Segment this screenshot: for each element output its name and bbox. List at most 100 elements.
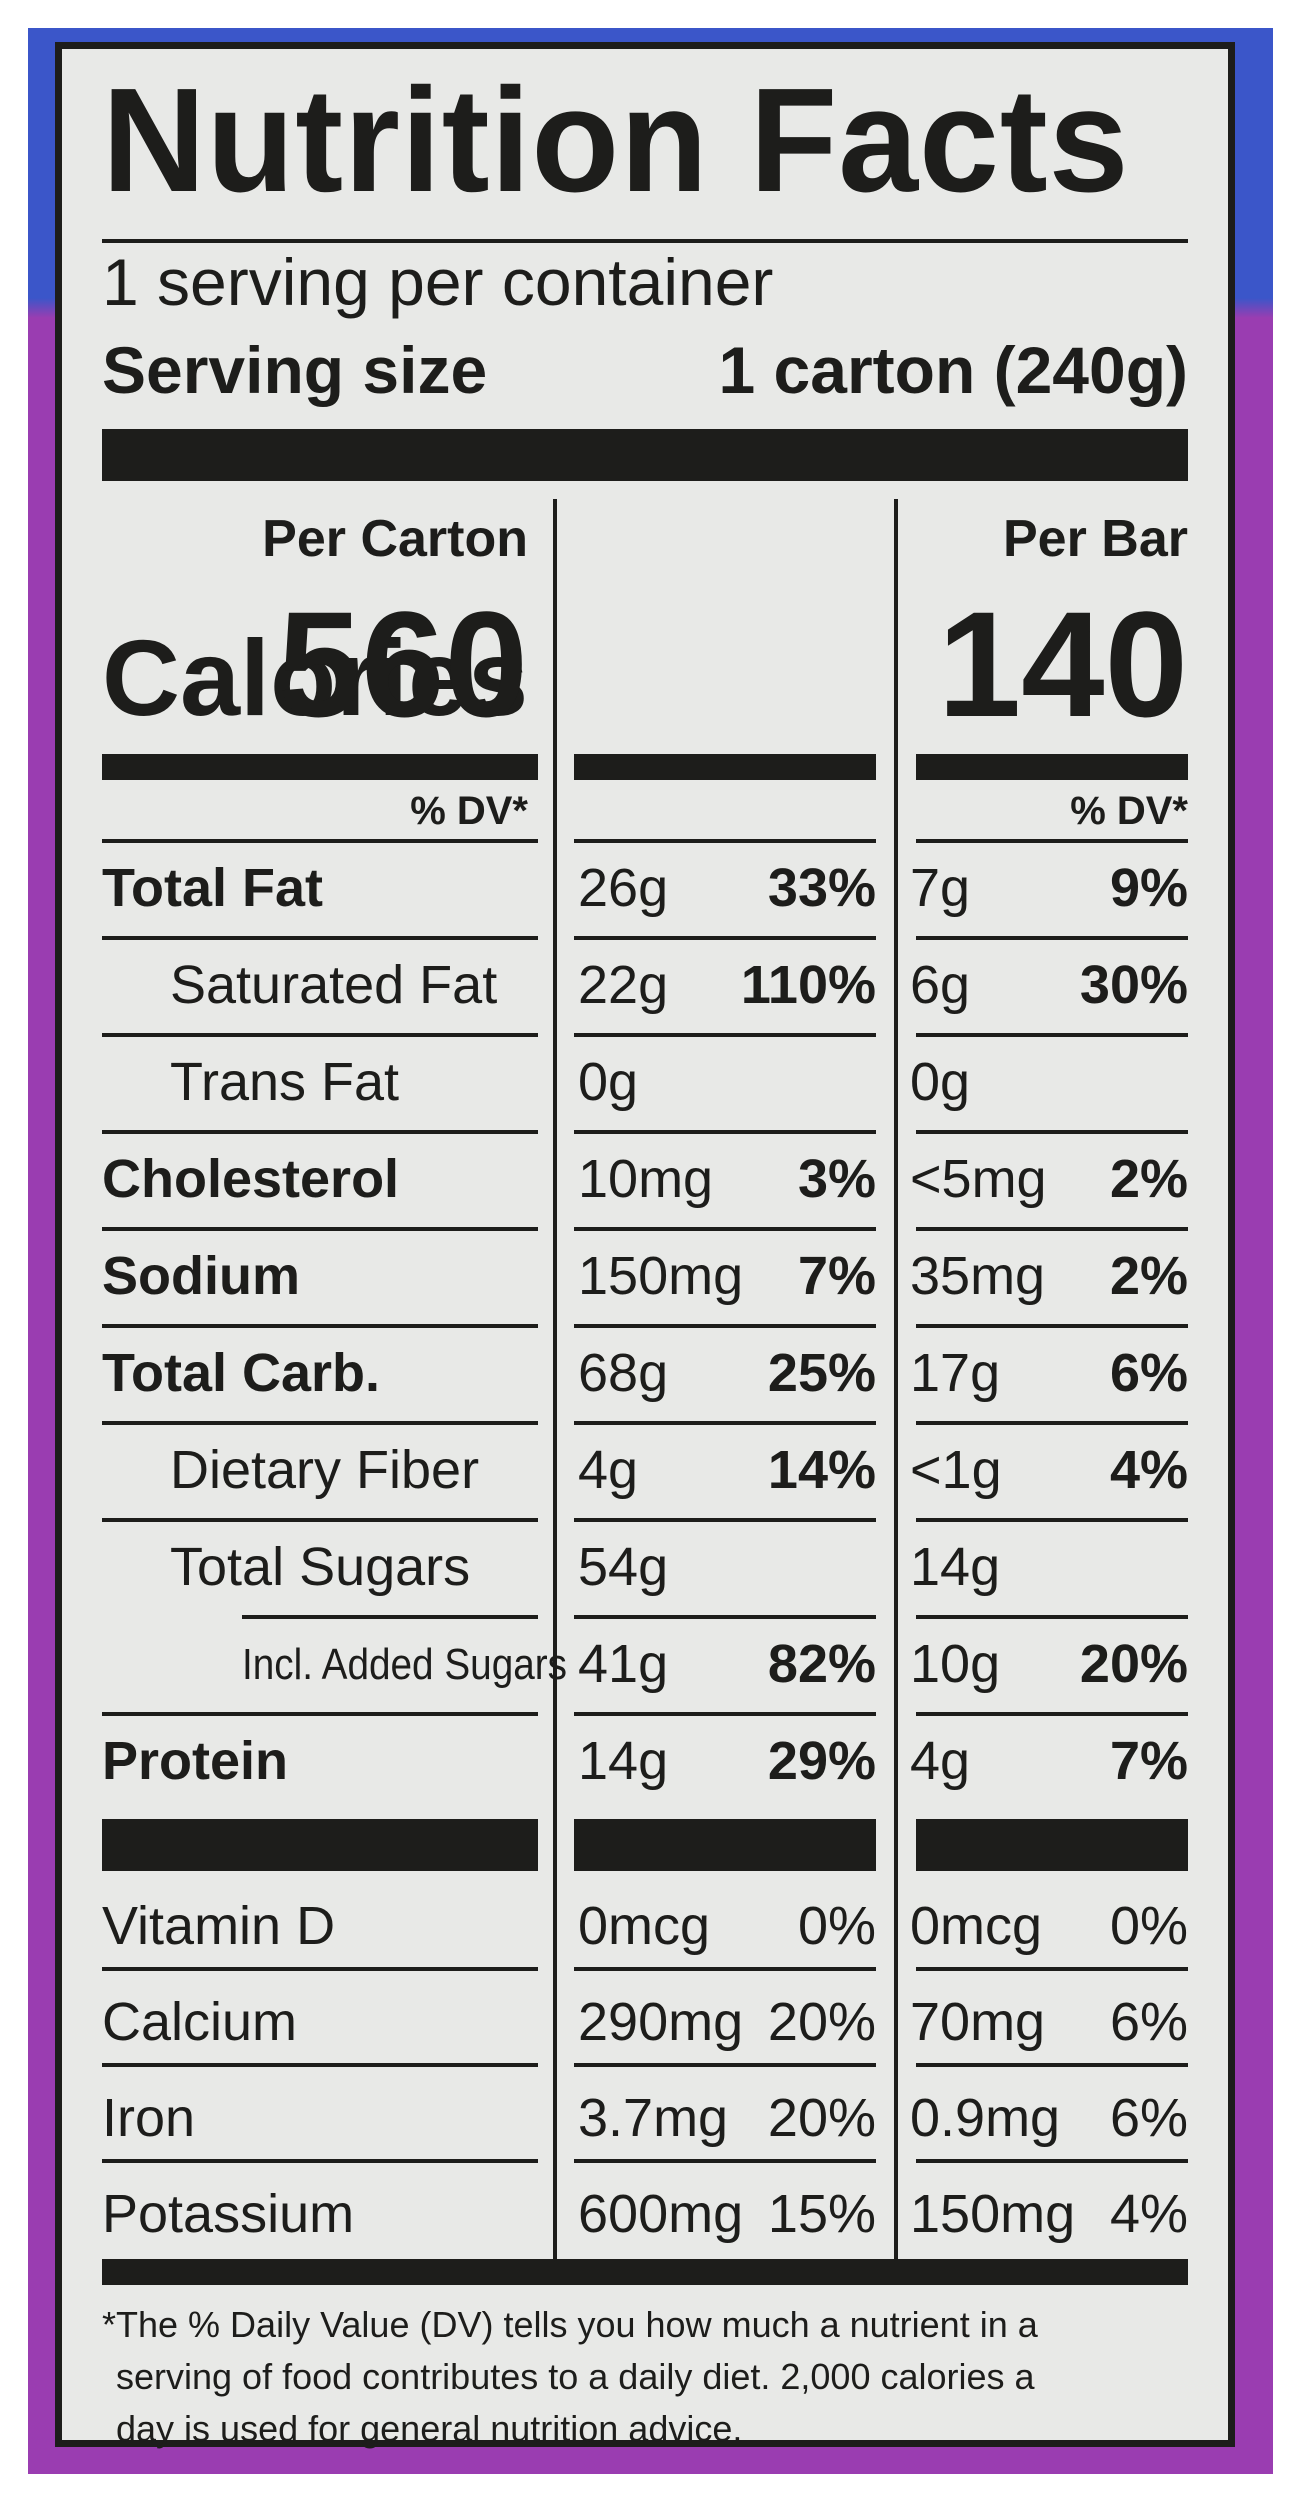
nutrient-amount-carton: 10mg xyxy=(578,1149,714,1209)
row-rule xyxy=(916,1227,1188,1231)
row-rule xyxy=(574,1227,876,1231)
vitamin-name: Calcium xyxy=(102,1992,298,2052)
row-rule xyxy=(574,1518,876,1522)
dv-header-bar: % DV* xyxy=(1070,789,1188,833)
column-header-carton: Per Carton xyxy=(262,510,528,568)
row-rule xyxy=(916,2159,1188,2163)
vitamin-amount-bar: 0.9mg xyxy=(910,2088,1061,2148)
vitamin-amount-carton: 290mg xyxy=(578,1992,744,2052)
calories-rule-bar xyxy=(916,754,1188,780)
nutrient-amount-bar: 0g xyxy=(910,1052,971,1112)
row-rule xyxy=(574,839,876,843)
serving-size-value: 1 carton (240g) xyxy=(718,333,1188,407)
row-rule xyxy=(916,1033,1188,1037)
thick-rule-top xyxy=(102,429,1188,481)
row-rule xyxy=(574,936,876,940)
row-rule xyxy=(574,2159,876,2163)
nutrient-dv-bar: 6% xyxy=(1109,1343,1188,1403)
nutrient-amount-bar: <5mg xyxy=(910,1149,1047,1209)
dv-header-carton: % DV* xyxy=(410,789,528,833)
nutrient-amount-carton: 22g xyxy=(578,955,669,1015)
nutrient-dv-carton: 33% xyxy=(767,858,876,918)
thick-rule-bottom xyxy=(102,2259,1188,2285)
row-rule xyxy=(102,1421,538,1425)
nutrient-amount-carton: 54g xyxy=(578,1537,669,1597)
row-rule xyxy=(102,2159,538,2163)
vitamin-dv-bar: 0% xyxy=(1109,1896,1188,1956)
thick-rule-vitamins xyxy=(916,1819,1188,1871)
column-divider-1 xyxy=(553,499,557,2269)
nutrient-dv-bar: 4% xyxy=(1109,1440,1188,1500)
nutrient-amount-carton: 41g xyxy=(578,1634,669,1694)
nutrient-amount-carton: 14g xyxy=(578,1731,669,1791)
column-header-bar: Per Bar xyxy=(1003,510,1188,568)
nutrient-name: Dietary Fiber xyxy=(170,1440,480,1500)
nutrient-amount-bar: 17g xyxy=(910,1343,1001,1403)
nutrient-amount-carton: 0g xyxy=(578,1052,639,1112)
nutrient-dv-carton: 110% xyxy=(740,955,876,1015)
row-rule xyxy=(102,839,538,843)
calories-carton: 560 xyxy=(277,580,528,748)
row-rule xyxy=(574,1615,876,1619)
row-rule xyxy=(102,1967,538,1971)
daily-value-footnote: *The % Daily Value (DV) tells you how mu… xyxy=(102,2299,1202,2456)
row-rule xyxy=(102,1033,538,1037)
nutrient-amount-bar: 4g xyxy=(910,1731,971,1791)
row-rule xyxy=(916,936,1188,940)
nutrient-dv-carton: 3% xyxy=(797,1149,876,1209)
nutrient-name: Total Carb. xyxy=(102,1343,381,1403)
row-rule xyxy=(242,1615,538,1619)
vitamin-amount-carton: 600mg xyxy=(578,2184,744,2244)
row-rule xyxy=(916,1518,1188,1522)
nutrient-name: Trans Fat xyxy=(170,1052,400,1112)
row-rule xyxy=(916,1712,1188,1716)
row-rule xyxy=(574,1967,876,1971)
row-rule xyxy=(916,1967,1188,1971)
nutrient-name: Cholesterol xyxy=(102,1149,400,1209)
nutrient-dv-carton: 82% xyxy=(767,1634,876,1694)
nutrient-name: Total Sugars xyxy=(170,1537,471,1597)
nutrient-dv-bar: 20% xyxy=(1079,1634,1188,1694)
nutrient-name: Incl. Added Sugars xyxy=(242,1640,568,1689)
row-rule xyxy=(102,1518,538,1522)
calories-rule-label xyxy=(102,754,538,780)
nutrient-dv-carton: 14% xyxy=(767,1440,876,1500)
row-rule xyxy=(574,1712,876,1716)
footnote-line: day is used for general nutrition advice… xyxy=(116,2408,743,2450)
vitamin-amount-bar: 70mg xyxy=(910,1992,1046,2052)
vitamin-amount-bar: 150mg xyxy=(910,2184,1076,2244)
vitamin-amount-carton: 0mcg xyxy=(578,1896,711,1956)
nutrient-dv-bar: 7% xyxy=(1109,1731,1188,1791)
nutrition-facts-panel: Nutrition Facts 1 serving per container … xyxy=(55,42,1235,2449)
nutrient-dv-carton: 7% xyxy=(797,1246,876,1306)
nutrient-name: Sodium xyxy=(102,1246,300,1306)
nutrient-amount-carton: 150mg xyxy=(578,1246,744,1306)
nutrient-amount-bar: <1g xyxy=(910,1440,1002,1500)
nutrient-dv-bar: 30% xyxy=(1079,955,1188,1015)
row-rule xyxy=(102,936,538,940)
nutrient-dv-bar: 9% xyxy=(1109,858,1188,918)
vitamin-dv-bar: 6% xyxy=(1109,1992,1188,2052)
row-rule xyxy=(916,1130,1188,1134)
column-divider-2 xyxy=(894,499,898,2269)
row-rule xyxy=(574,1324,876,1328)
calories-label: Calories xyxy=(102,617,529,738)
row-rule xyxy=(102,1227,538,1231)
thick-rule-vitamins xyxy=(574,1819,876,1871)
vitamin-dv-carton: 20% xyxy=(767,1992,876,2052)
vitamin-dv-bar: 4% xyxy=(1109,2184,1188,2244)
row-rule xyxy=(916,1324,1188,1328)
nutrient-name: Total Fat xyxy=(102,858,323,918)
row-rule xyxy=(574,1130,876,1134)
nutrient-dv-carton: 29% xyxy=(767,1731,876,1791)
row-rule xyxy=(916,839,1188,843)
nutrient-amount-carton: 4g xyxy=(578,1440,639,1500)
row-rule xyxy=(102,2063,538,2067)
calories-rule-carton xyxy=(574,754,876,780)
row-rule xyxy=(102,1130,538,1134)
row-rule xyxy=(916,1615,1188,1619)
vitamin-name: Potassium xyxy=(102,2184,355,2244)
nutrient-amount-carton: 26g xyxy=(578,858,669,918)
nutrient-amount-carton: 68g xyxy=(578,1343,669,1403)
calories-bar: 140 xyxy=(937,580,1188,748)
